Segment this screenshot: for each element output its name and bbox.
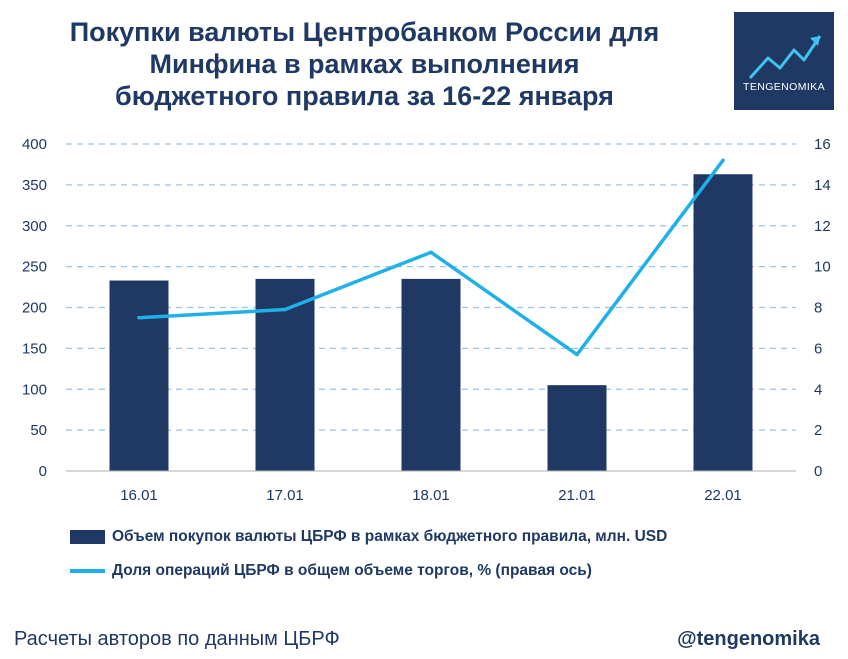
axes: 0 50 100 150 200 250 300 350 400 0 2 4 6 8 10 12 14 16 16.… (22, 136, 831, 504)
bar (109, 280, 169, 471)
x-tick-label: 22.01 (704, 487, 742, 504)
bar (401, 278, 461, 471)
y-left-tick-label: 300 (22, 218, 47, 235)
line-point (283, 307, 287, 312)
bar (547, 385, 607, 471)
y-right-tick-label: 14 (814, 177, 831, 194)
bar-series (109, 174, 753, 471)
channel-handle: @tengenomika (677, 628, 820, 650)
y-left-tick-label: 150 (22, 340, 47, 357)
y-right-tick-label: 8 (814, 300, 822, 317)
title-line-1: Покупки валюты Центробанком России для (69, 17, 660, 47)
y-left-tick-label: 0 (39, 463, 47, 480)
line-point (137, 315, 141, 320)
y-right-tick-label: 6 (814, 340, 822, 357)
y-right-tick-label: 10 (814, 259, 831, 276)
source-note: Расчеты авторов по данным ЦБРФ (14, 628, 340, 650)
y-right-tick-label: 16 (814, 136, 831, 153)
title-line-3: бюджетного правила за 16-22 января (115, 81, 614, 111)
y-left-tick-label: 400 (22, 136, 47, 153)
x-tick-label: 16.01 (120, 487, 158, 504)
legend-label-bars: Объем покупок валюты ЦБРФ в рамках бюдже… (112, 528, 668, 545)
line-series (137, 158, 725, 357)
y-left-tick-label: 50 (30, 422, 47, 439)
trend-arrow-icon (748, 35, 822, 80)
x-tick-label: 17.01 (266, 487, 304, 504)
y-left-tick-label: 200 (22, 300, 47, 317)
y-left-tick-label: 100 (22, 381, 47, 398)
y-right-tick-label: 2 (814, 422, 822, 439)
legend-swatch-line (70, 569, 105, 573)
x-tick-label: 21.01 (558, 487, 596, 504)
line-point (575, 352, 579, 357)
x-tick-label: 18.01 (412, 487, 450, 504)
logo-text: TENGENOMIKA (743, 81, 825, 93)
y-left-tick-label: 350 (22, 177, 47, 194)
bar (693, 174, 753, 471)
line-point (429, 250, 433, 255)
y-right-tick-label: 4 (814, 381, 822, 398)
y-left-tick-label: 250 (22, 259, 47, 276)
legend-label-line: Доля операций ЦБРФ в общем объеме торгов… (112, 562, 592, 579)
legend-swatch-bar (70, 530, 105, 544)
y-right-tick-label: 0 (814, 463, 822, 480)
chart-title: Покупки валюты Центробанком России для М… (12, 16, 717, 112)
title-line-2: Минфина в рамках выполнения (149, 49, 580, 79)
combo-chart: 0 50 100 150 200 250 300 350 400 0 2 4 6 8 10 12 14 16 16.… (22, 136, 831, 504)
brand-logo: TENGENOMIKA (734, 12, 834, 110)
line-point (721, 158, 725, 163)
y-right-tick-label: 12 (814, 218, 831, 235)
